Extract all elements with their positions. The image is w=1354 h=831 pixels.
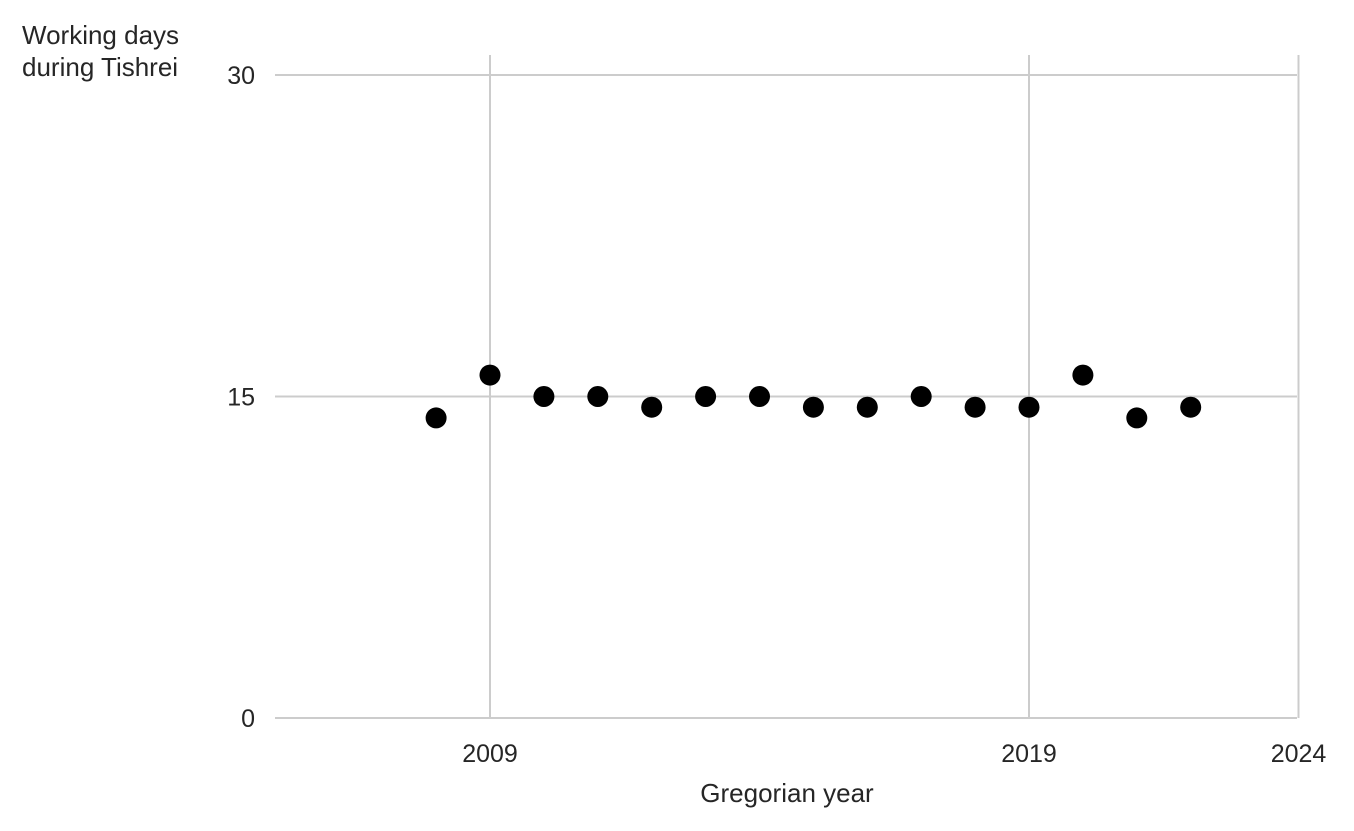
data-point-2012	[641, 396, 663, 418]
y-axis-label-line-1: Working days	[22, 20, 179, 50]
data-point-2021	[1126, 407, 1148, 429]
data-points	[425, 364, 1202, 429]
y-tick-label-0: 0	[241, 705, 255, 733]
x-tick-label-2024: 2024	[1271, 740, 1327, 768]
data-point-2013	[695, 386, 717, 407]
data-point-2009	[479, 364, 501, 386]
data-point-2018	[964, 396, 986, 418]
tick-labels: 0 15 30 2009 2019 2024	[227, 62, 1326, 768]
data-point-2019	[1018, 396, 1040, 418]
y-tick-label-30: 30	[227, 62, 255, 90]
data-point-2016	[856, 396, 878, 418]
y-axis-label-line-2: during Tishrei	[22, 52, 178, 82]
data-point-2020	[1072, 364, 1094, 386]
x-axis-label: Gregorian year	[700, 778, 874, 808]
x-tick-label-2019: 2019	[1001, 740, 1057, 768]
data-point-2010	[533, 386, 555, 407]
data-point-2022	[1180, 396, 1202, 418]
data-point-2017	[910, 386, 932, 407]
data-point-2008	[425, 407, 447, 429]
y-tick-label-15: 15	[227, 384, 255, 412]
grid-lines	[275, 55, 1300, 719]
data-point-2014	[749, 386, 770, 407]
data-point-2011	[587, 386, 609, 407]
x-tick-label-2009: 2009	[462, 740, 518, 768]
data-point-2015	[802, 396, 824, 418]
